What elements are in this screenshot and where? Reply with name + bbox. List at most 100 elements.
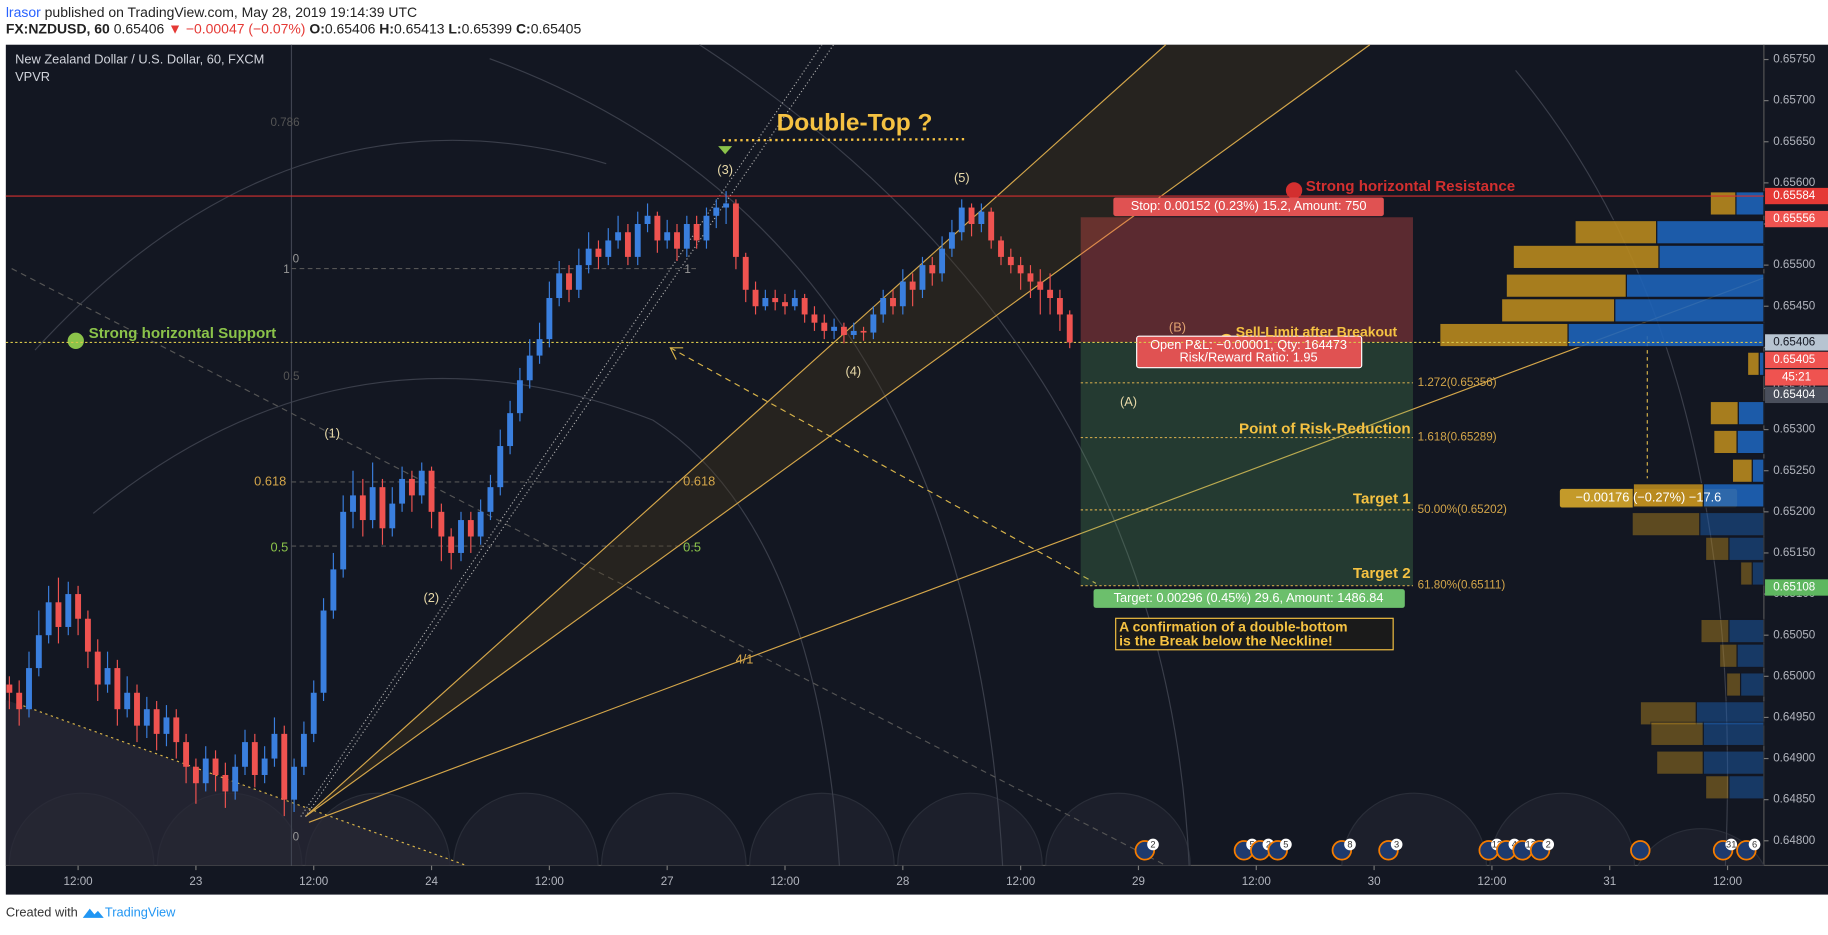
- annotation: Strong horizontal Support: [89, 325, 277, 342]
- price-label: 0.65584: [1773, 189, 1816, 202]
- candle-body: [1066, 314, 1073, 343]
- candle-body: [124, 692, 131, 710]
- event-badge[interactable]: 31: [1712, 838, 1738, 861]
- candle-body: [448, 536, 455, 553]
- candle-body: [300, 733, 307, 767]
- candle-body: [359, 495, 366, 521]
- volume-down: [1709, 191, 1737, 216]
- event-badge[interactable]: 5: [1267, 838, 1292, 861]
- annotation: Sell-Limit after Breakout: [1236, 323, 1398, 339]
- volume-up: [1739, 672, 1765, 697]
- header-line1: lrasor published on TradingView.com, May…: [6, 4, 417, 20]
- candle-body: [428, 470, 435, 512]
- candle-body: [998, 240, 1004, 257]
- candle-body: [880, 298, 887, 315]
- candle-body: [732, 203, 739, 257]
- candle-body: [114, 668, 121, 710]
- candle-body: [585, 248, 592, 266]
- candle-body: [369, 487, 376, 521]
- price-label: 0.65405: [1773, 353, 1815, 366]
- candle-body: [958, 207, 965, 233]
- candle-body: [242, 742, 248, 767]
- o-label: O:: [309, 20, 325, 36]
- x-tick-label: 12:00: [1006, 875, 1036, 888]
- pnl-box: [1136, 335, 1363, 369]
- candle-body: [55, 602, 62, 627]
- candle-body: [850, 330, 857, 336]
- candle-body: [929, 265, 936, 274]
- badge-count-bg: [1725, 838, 1738, 851]
- volume-up: [1625, 273, 1765, 298]
- candle-body: [153, 709, 160, 734]
- volume-down: [1631, 511, 1701, 537]
- l: 0.65399: [462, 20, 513, 36]
- candle-body: [251, 742, 258, 775]
- candle-body: [909, 281, 916, 290]
- footer-brand[interactable]: TradingView: [105, 905, 176, 920]
- candle-body: [1047, 289, 1054, 299]
- publisher[interactable]: lrasor: [6, 4, 41, 20]
- double-top-line: [722, 137, 968, 142]
- badge-count: 3: [1394, 840, 1399, 850]
- candle-body: [978, 211, 985, 225]
- candle-body: [674, 232, 680, 249]
- arc: [92, 377, 840, 866]
- annotation: Double-Top ?: [777, 109, 933, 136]
- candle-body: [330, 569, 337, 611]
- badge-count: 12: [1526, 840, 1536, 850]
- volume-up: [1699, 511, 1765, 537]
- candle-body: [948, 232, 955, 249]
- symbol: FX:NZDUSD, 60: [6, 20, 110, 36]
- candle-body: [291, 766, 298, 800]
- fan-dotted: [300, 44, 823, 817]
- candle-body: [791, 298, 798, 307]
- volume-down: [1632, 483, 1704, 508]
- candle-body: [418, 470, 425, 496]
- candle-body: [713, 207, 720, 216]
- event-badge[interactable]: 6: [1736, 838, 1761, 861]
- volume-down: [1439, 322, 1569, 348]
- candle-body: [831, 326, 838, 331]
- candle-body: [860, 330, 867, 333]
- volume-up: [1567, 322, 1765, 348]
- target-lines: [1080, 382, 1413, 587]
- event-badge[interactable]: 3: [1378, 838, 1403, 861]
- candle-body: [163, 717, 170, 734]
- volume-down: [1656, 750, 1704, 775]
- fan-line: [305, 44, 1167, 817]
- y-tick-label: 0.64850: [1773, 793, 1816, 806]
- x-tick-label: 27: [661, 875, 674, 888]
- candle-body: [389, 503, 396, 529]
- fib-level: 0.618: [254, 473, 286, 488]
- event-badge[interactable]: 2: [1529, 838, 1555, 861]
- volume-up: [1751, 458, 1765, 483]
- fib-label: 50.00%(0.65202): [1418, 503, 1507, 516]
- arc: [34, 139, 607, 351]
- candle-body: [271, 733, 278, 759]
- candle-body: [624, 232, 631, 257]
- volume-down: [1731, 458, 1753, 483]
- candle-body: [35, 635, 42, 669]
- candle-body: [497, 446, 504, 488]
- volume-down: [1574, 219, 1658, 245]
- y-tick-label: 0.65150: [1773, 546, 1816, 559]
- volume-up: [1728, 536, 1765, 562]
- x-tick-label: 12:00: [64, 875, 94, 888]
- wave-label: (1): [324, 425, 340, 440]
- x-tick-label: 28: [896, 875, 909, 888]
- event-badge[interactable]: 8: [1331, 838, 1356, 861]
- event-badge[interactable]: 2: [1134, 838, 1159, 861]
- volume-down: [1639, 701, 1697, 726]
- badge-count: 2: [1266, 840, 1271, 850]
- wave-label: (3): [717, 162, 733, 177]
- fib-level: 0: [293, 252, 300, 265]
- x-tick-label: 12:00: [1242, 875, 1272, 888]
- event-badge[interactable]: 12: [1512, 838, 1537, 861]
- x-tick-label: 12:00: [770, 875, 800, 888]
- chart-subtitle: VPVR: [15, 69, 50, 84]
- y-tick-label: 0.65650: [1773, 135, 1816, 148]
- candle-body: [45, 602, 52, 636]
- candle-body: [870, 314, 877, 333]
- candle-body: [477, 511, 484, 537]
